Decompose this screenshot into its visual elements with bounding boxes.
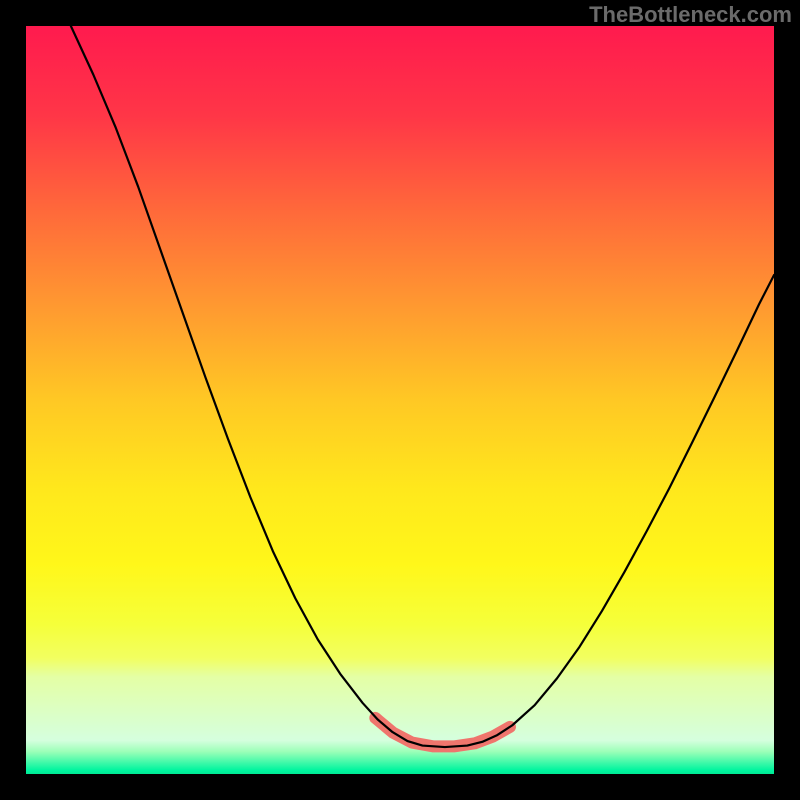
watermark-text: TheBottleneck.com <box>589 2 792 28</box>
plot-area <box>26 26 774 774</box>
chart-container: TheBottleneck.com <box>0 0 800 800</box>
highlight-band <box>375 718 510 746</box>
curve-layer <box>26 26 774 774</box>
bottleneck-curve <box>71 26 774 747</box>
